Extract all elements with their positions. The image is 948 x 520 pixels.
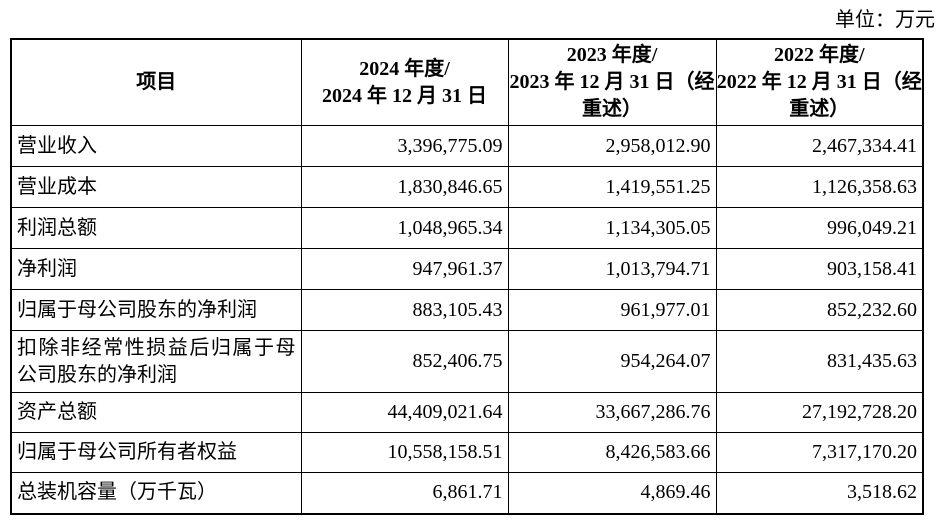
cell-value-2022: 903,158.41 xyxy=(715,248,924,290)
cell-value-2022: 831,435.63 xyxy=(715,330,924,393)
row-label: 归属于母公司股东的净利润 xyxy=(10,289,302,331)
cell-value-2023: 33,667,286.76 xyxy=(507,392,717,433)
header-2023-line3: 重述） xyxy=(582,98,642,120)
financial-summary-table: 项目 2024 年度/ 2024 年 12 月 31 日 2023 年度/ 20… xyxy=(10,38,924,515)
row-label: 总装机容量（万千瓦） xyxy=(10,472,302,514)
cell-value-2024: 10,558,158.51 xyxy=(300,432,509,473)
header-2023-line2: 2023 年 12 月 31 日（经 xyxy=(509,71,715,93)
table-row: 归属于母公司所有者权益 10,558,158.51 8,426,583.66 7… xyxy=(10,432,924,473)
row-label: 归属于母公司所有者权益 xyxy=(10,432,302,473)
cell-value-2023: 954,264.07 xyxy=(507,330,717,393)
table-row: 归属于母公司股东的净利润 883,105.43 961,977.01 852,2… xyxy=(10,289,924,331)
cell-value-2023: 8,426,583.66 xyxy=(507,432,717,473)
table-row: 扣除非经常性损益后归属于母公司股东的净利润 852,406.75 954,264… xyxy=(10,330,924,393)
cell-value-2022: 996,049.21 xyxy=(715,207,924,249)
cell-value-2023: 1,134,305.05 xyxy=(507,207,717,249)
cell-value-2022: 1,126,358.63 xyxy=(715,166,924,208)
header-item: 项目 xyxy=(10,38,302,126)
header-2024: 2024 年度/ 2024 年 12 月 31 日 xyxy=(300,38,509,126)
unit-label: 单位：万元 xyxy=(835,9,935,31)
header-2022: 2022 年度/ 2022 年 12 月 31 日（经 重述） xyxy=(715,38,924,126)
cell-value-2024: 44,409,021.64 xyxy=(300,392,509,433)
cell-value-2022: 2,467,334.41 xyxy=(715,125,924,167)
cell-value-2022: 7,317,170.20 xyxy=(715,432,924,473)
cell-value-2023: 2,958,012.90 xyxy=(507,125,717,167)
cell-value-2023: 1,419,551.25 xyxy=(507,166,717,208)
header-2022-line3: 重述） xyxy=(789,98,850,120)
header-2023-line1: 2023 年度/ xyxy=(566,44,658,66)
cell-value-2022: 3,518.62 xyxy=(715,472,924,514)
table-row: 利润总额 1,048,965.34 1,134,305.05 996,049.2… xyxy=(10,207,924,249)
cell-value-2023: 961,977.01 xyxy=(507,289,717,331)
table-row: 总装机容量（万千瓦） 6,861.71 4,869.46 3,518.62 xyxy=(10,472,924,514)
cell-value-2023: 4,869.46 xyxy=(507,472,717,514)
header-2024-line2: 2024 年 12 月 31 日 xyxy=(322,84,487,107)
table-row: 营业收入 3,396,775.09 2,958,012.90 2,467,334… xyxy=(10,125,924,167)
row-label: 利润总额 xyxy=(10,207,302,249)
cell-value-2024: 6,861.71 xyxy=(300,472,509,514)
table-row: 资产总额 44,409,021.64 33,667,286.76 27,192,… xyxy=(10,392,924,433)
header-2024-line1: 2024 年度/ xyxy=(359,57,450,80)
table-row: 净利润 947,961.37 1,013,794.71 903,158.41 xyxy=(10,248,924,290)
cell-value-2022: 852,232.60 xyxy=(715,289,924,331)
header-2023: 2023 年度/ 2023 年 12 月 31 日（经 重述） xyxy=(507,38,717,126)
cell-value-2024: 947,961.37 xyxy=(300,248,509,290)
table-row: 营业成本 1,830,846.65 1,419,551.25 1,126,358… xyxy=(10,166,924,208)
cell-value-2024: 3,396,775.09 xyxy=(300,125,509,167)
row-label: 净利润 xyxy=(10,248,302,290)
cell-value-2024: 852,406.75 xyxy=(300,330,509,393)
table-header-row: 项目 2024 年度/ 2024 年 12 月 31 日 2023 年度/ 20… xyxy=(10,38,924,126)
cell-value-2024: 883,105.43 xyxy=(300,289,509,331)
cell-value-2023: 1,013,794.71 xyxy=(507,248,717,290)
row-label: 资产总额 xyxy=(10,392,302,433)
row-label: 营业收入 xyxy=(10,125,302,167)
cell-value-2024: 1,830,846.65 xyxy=(300,166,509,208)
cell-value-2024: 1,048,965.34 xyxy=(300,207,509,249)
row-label: 扣除非经常性损益后归属于母公司股东的净利润 xyxy=(10,330,302,393)
cell-value-2022: 27,192,728.20 xyxy=(715,392,924,433)
header-2022-line2: 2022 年 12 月 31 日（经 xyxy=(716,71,922,93)
row-label: 营业成本 xyxy=(10,166,302,208)
header-2022-line1: 2022 年度/ xyxy=(773,44,865,66)
